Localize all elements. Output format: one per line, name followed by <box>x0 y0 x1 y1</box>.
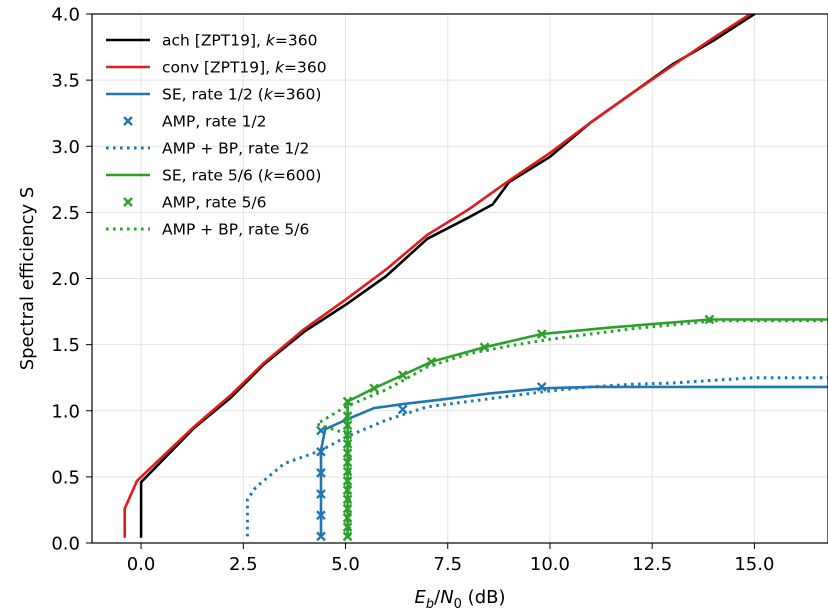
y-tick-label: 2.5 <box>51 203 80 224</box>
data-point-marker <box>536 382 547 392</box>
x-tick-label: 5.0 <box>331 554 360 575</box>
x-tick-label: 15.0 <box>734 554 774 575</box>
x-axis-label-part: b <box>426 597 434 612</box>
legend-label-part: ach [ZPT19], <box>162 32 266 50</box>
legend-label-part: conv [ZPT19], <box>162 59 275 77</box>
series-6-markers <box>342 314 715 542</box>
legend-label-part: =360 <box>284 59 327 77</box>
series-group <box>123 14 828 542</box>
data-point-marker <box>342 411 353 421</box>
legend-label-part: AMP, rate 1/2 <box>162 113 267 131</box>
data-point-marker <box>342 531 353 542</box>
legend-label-part: k <box>266 32 276 50</box>
legend-label-part: k <box>264 167 274 185</box>
y-tick-label: 0.0 <box>51 534 80 555</box>
x-axis-label-part: (dB) <box>462 587 506 608</box>
data-point-marker <box>342 522 353 532</box>
series-line-4 <box>245 376 828 537</box>
data-point-marker <box>397 404 408 415</box>
data-point-marker <box>704 314 715 325</box>
x-tick-label: 12.5 <box>632 554 672 575</box>
y-tick-label: 0.5 <box>51 467 80 488</box>
x-axis-label-part: / <box>434 587 441 608</box>
x-axis-label: Eb/N0 (dB) <box>414 587 505 612</box>
legend-marker-icon <box>123 197 133 207</box>
y-axis-label: Spectral efficiency S <box>17 187 38 371</box>
data-point-marker <box>316 489 326 499</box>
legend-label: AMP, rate 1/2 <box>162 113 267 131</box>
x-axis-label-part: E <box>414 587 426 608</box>
legend-label-part: SE, rate 1/2 ( <box>162 86 264 104</box>
legend-label-part: k <box>275 59 285 77</box>
legend-label-part: SE, rate 5/6 ( <box>162 167 264 185</box>
y-tick-label: 4.0 <box>51 5 80 26</box>
x-axis-label-part: 0 <box>454 597 462 612</box>
y-tick-label: 3.0 <box>51 137 80 158</box>
data-point-marker <box>316 425 326 436</box>
series-line-2 <box>319 385 828 537</box>
series-line-5 <box>346 318 828 537</box>
data-point-marker <box>342 438 353 449</box>
y-tick-label: 3.5 <box>51 71 80 92</box>
legend-label: AMP, rate 5/6 <box>162 194 267 212</box>
grid <box>92 13 828 544</box>
series-line-0 <box>139 14 757 538</box>
legend-marker-icon <box>123 116 133 126</box>
data-point-marker <box>397 370 408 380</box>
legend-label-part: AMP, rate 5/6 <box>162 194 267 212</box>
data-point-marker <box>369 383 379 394</box>
data-point-marker <box>316 531 326 542</box>
x-tick-label: 10.0 <box>530 554 570 575</box>
x-axis-label-part: N <box>440 587 453 608</box>
legend-label: SE, rate 5/6 (k=600) <box>162 167 321 185</box>
data-point-marker <box>342 494 353 505</box>
legend-label-part: AMP + BP, rate 1/2 <box>162 140 309 158</box>
y-tick-label: 1.5 <box>51 335 80 356</box>
legend-label: conv [ZPT19], k=360 <box>162 59 327 77</box>
x-tick-label: 0.0 <box>127 554 156 575</box>
y-tick-label: 1.0 <box>51 401 80 422</box>
legend-label-part: =360) <box>273 86 322 104</box>
legend-label-part: AMP + BP, rate 5/6 <box>162 221 309 239</box>
legend-label-part: =360 <box>275 32 318 50</box>
legend-label-part: k <box>264 86 274 104</box>
legend-label: SE, rate 1/2 (k=360) <box>162 86 321 104</box>
y-tick-label: 2.0 <box>51 269 80 290</box>
data-point-marker <box>342 420 353 431</box>
data-point-marker <box>316 510 326 521</box>
x-tick-label: 7.5 <box>433 554 462 575</box>
data-point-marker <box>536 329 547 339</box>
series-line-7 <box>315 319 828 537</box>
x-tick-label: 2.5 <box>229 554 258 575</box>
data-point-marker <box>342 466 353 477</box>
data-point-marker <box>342 396 353 407</box>
series-line-1 <box>123 14 753 538</box>
legend-label: ach [ZPT19], k=360 <box>162 32 317 50</box>
legend-label-part: =600) <box>273 167 322 185</box>
axis-ticks: 0.0 2.5 5.0 7.5 10.0 12.5 15.0 0.0 0.5 1.0 1.5 2.0 2… <box>51 5 774 576</box>
axis-labels: Spectral efficiency S Eb/N0 (dB) <box>17 187 506 612</box>
data-point-marker <box>316 468 326 478</box>
legend-label: AMP + BP, rate 5/6 <box>162 221 309 239</box>
legend-label: AMP + BP, rate 1/2 <box>162 140 309 158</box>
